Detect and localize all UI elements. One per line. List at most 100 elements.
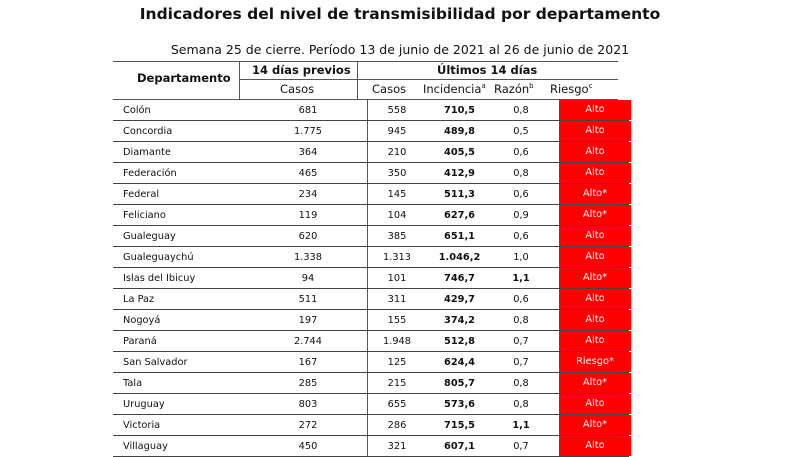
cell-departamento: Concordia: [113, 120, 249, 142]
cell-riesgo: Alto*: [549, 183, 631, 205]
cell-incidencia: 627,6: [426, 204, 493, 226]
cell-casos-previos: 364: [249, 141, 368, 163]
cell-departamento: Victoria: [113, 414, 249, 436]
risk-badge: Alto: [559, 247, 631, 267]
cell-riesgo: Alto: [549, 225, 631, 247]
cell-departamento: Nogoyá: [113, 309, 249, 331]
cell-casos-previos: 1.775: [249, 120, 368, 142]
cell-razon: 0,8: [493, 393, 549, 415]
table-row: Islas del Ibicuy 94 101 746,7 1,1 Alto*: [113, 267, 631, 289]
header-incidencia: Incidenciaa: [423, 82, 486, 96]
cell-casos: 385: [367, 225, 426, 247]
risk-badge: Alto: [559, 436, 631, 456]
table-row: Nogoyá 197 155 374,2 0,8 Alto: [113, 309, 631, 331]
header-top-line: [113, 61, 618, 62]
cell-casos: 125: [367, 351, 426, 373]
risk-badge: Alto: [559, 121, 631, 141]
cell-riesgo: Alto: [549, 393, 631, 415]
cell-razon: 0,7: [493, 330, 549, 352]
header-bottom-line: [113, 99, 618, 100]
table-row: Gualeguay 620 385 651,1 0,6 Alto: [113, 225, 631, 247]
cell-riesgo: Alto: [549, 162, 631, 184]
cell-incidencia: 374,2: [426, 309, 493, 331]
cell-departamento: Villaguay: [113, 435, 249, 457]
risk-badge: Alto: [559, 394, 631, 414]
cell-razon: 0,9: [493, 204, 549, 226]
cell-casos: 321: [367, 435, 426, 457]
cell-incidencia: 573,6: [426, 393, 493, 415]
cell-casos: 145: [367, 183, 426, 205]
header-casos: Casos: [372, 82, 407, 96]
risk-badge: Alto*: [559, 415, 631, 435]
table-row: San Salvador 167 125 624,4 0,7 Riesgo*: [113, 351, 631, 373]
cell-departamento: La Paz: [113, 288, 249, 310]
cell-casos-previos: 450: [249, 435, 368, 457]
table-row: Uruguay 803 655 573,6 0,8 Alto: [113, 393, 631, 415]
cell-casos: 655: [367, 393, 426, 415]
cell-casos-previos: 94: [249, 267, 368, 289]
cell-razon: 0,8: [493, 162, 549, 184]
header-razon: Razónb: [494, 82, 534, 96]
cell-incidencia: 651,1: [426, 225, 493, 247]
cell-casos: 210: [367, 141, 426, 163]
page-subtitle: Semana 25 de cierre. Período 13 de junio…: [170, 42, 630, 57]
cell-incidencia: 511,3: [426, 183, 493, 205]
cell-casos: 286: [367, 414, 426, 436]
cell-casos-previos: 197: [249, 309, 368, 331]
cell-riesgo: Alto: [549, 330, 631, 352]
risk-badge: Alto: [559, 226, 631, 246]
table-row: La Paz 511 311 429,7 0,6 Alto: [113, 288, 631, 310]
cell-incidencia: 489,8: [426, 120, 493, 142]
table-row: Victoria 272 286 715,5 1,1 Alto*: [113, 414, 631, 436]
cell-razon: 1,1: [493, 414, 549, 436]
transmisibilidad-table: Colón 681 558 710,5 0,8 Alto Concordia 1.775 945…: [113, 100, 631, 457]
cell-casos-previos: 234: [249, 183, 368, 205]
header-divider-right: [357, 61, 358, 100]
cell-riesgo: Alto*: [549, 204, 631, 226]
cell-casos-previos: 803: [249, 393, 368, 415]
cell-casos: 101: [367, 267, 426, 289]
cell-casos-previos: 119: [249, 204, 368, 226]
cell-riesgo: Alto: [549, 288, 631, 310]
table-row: Feliciano 119 104 627,6 0,9 Alto*: [113, 204, 631, 226]
risk-badge: Alto*: [559, 205, 631, 225]
cell-razon: 0,7: [493, 435, 549, 457]
cell-riesgo: Alto: [549, 246, 631, 268]
cell-incidencia: 412,9: [426, 162, 493, 184]
risk-badge: Alto: [559, 163, 631, 183]
cell-casos: 945: [367, 120, 426, 142]
page-title: Indicadores del nivel de transmisibilida…: [139, 5, 661, 23]
cell-riesgo: Alto: [549, 435, 631, 457]
table-row: Federal 234 145 511,3 0,6 Alto*: [113, 183, 631, 205]
cell-razon: 0,6: [493, 141, 549, 163]
cell-casos-previos: 1.338: [249, 246, 368, 268]
cell-casos-previos: 272: [249, 414, 368, 436]
risk-badge: Alto*: [559, 268, 631, 288]
cell-razon: 0,8: [493, 309, 549, 331]
risk-badge: Alto*: [559, 373, 631, 393]
cell-departamento: Gualeguaychú: [113, 246, 249, 268]
cell-departamento: Feliciano: [113, 204, 249, 226]
cell-incidencia: 1.046,2: [426, 246, 493, 268]
cell-incidencia: 429,7: [426, 288, 493, 310]
cell-razon: 0,8: [493, 372, 549, 394]
cell-razon: 0,5: [493, 120, 549, 142]
cell-casos: 1.313: [367, 246, 426, 268]
cell-departamento: Colón: [113, 100, 249, 121]
risk-badge: Alto: [559, 331, 631, 351]
header-departamento: Departamento: [137, 71, 231, 85]
cell-riesgo: Alto*: [549, 414, 631, 436]
header-divider-left: [239, 61, 240, 100]
cell-incidencia: 624,4: [426, 351, 493, 373]
cell-incidencia: 715,5: [426, 414, 493, 436]
cell-incidencia: 512,8: [426, 330, 493, 352]
header-riesgo: Riesgoc: [550, 82, 593, 96]
header-sub-line: [239, 79, 618, 80]
cell-casos: 311: [367, 288, 426, 310]
cell-departamento: Diamante: [113, 141, 249, 163]
cell-casos-previos: 2.744: [249, 330, 368, 352]
table-body: Colón 681 558 710,5 0,8 Alto Concordia 1.775 945…: [113, 100, 631, 457]
cell-razon: 0,6: [493, 183, 549, 205]
cell-casos-previos: 620: [249, 225, 368, 247]
cell-incidencia: 805,7: [426, 372, 493, 394]
